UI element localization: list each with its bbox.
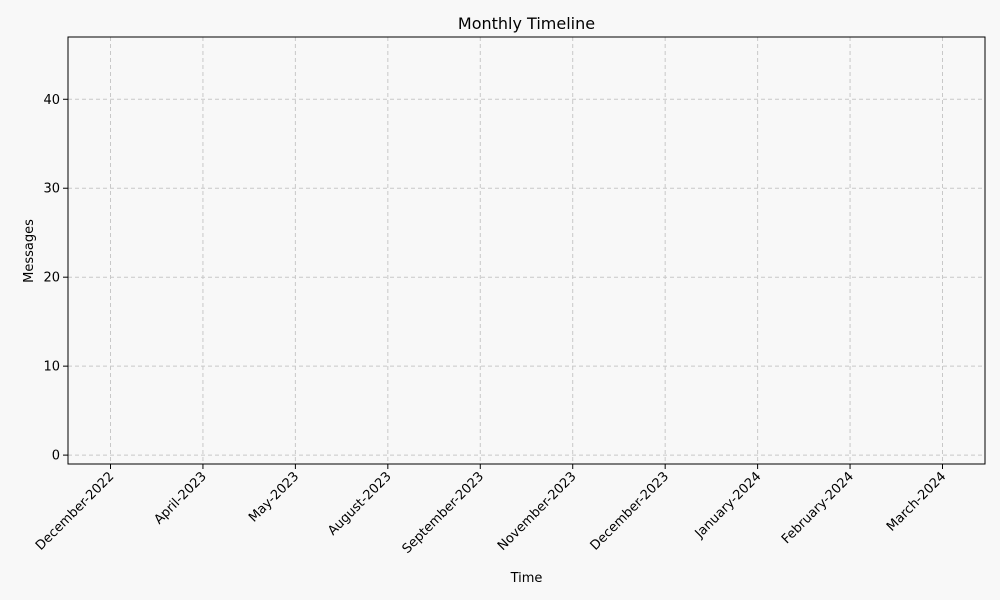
x-tick-label: November-2023	[495, 469, 580, 554]
x-tick-label: September-2023	[400, 469, 488, 557]
plot-frame	[67, 36, 986, 465]
x-tick-label: December-2023	[588, 469, 672, 553]
x-tick-label: December-2022	[33, 469, 117, 553]
x-tick-label: August-2023	[325, 469, 394, 538]
x-tick-label: May-2023	[246, 469, 302, 525]
y-tick-label: 30	[43, 182, 60, 197]
y-tick-label: 0	[52, 449, 60, 464]
plot-area	[68, 37, 985, 464]
y-tick-label: 20	[43, 271, 60, 286]
x-tick-label: February-2024	[779, 469, 857, 547]
x-tick-label: March-2024	[884, 469, 949, 534]
y-tick-label: 10	[43, 360, 60, 375]
x-axis-label: Time	[510, 571, 543, 586]
y-axis: 0 10 20 30 40	[43, 93, 68, 464]
y-axis-label: Messages	[22, 219, 37, 283]
y-tick-label: 40	[43, 93, 60, 108]
chart-title: Monthly Timeline	[458, 14, 595, 33]
x-tick-label: January-2024	[692, 469, 765, 542]
x-axis: December-2022 April-2023 May-2023 August-20…	[33, 464, 949, 557]
x-tick-label: April-2023	[151, 469, 209, 527]
grid	[68, 37, 985, 464]
